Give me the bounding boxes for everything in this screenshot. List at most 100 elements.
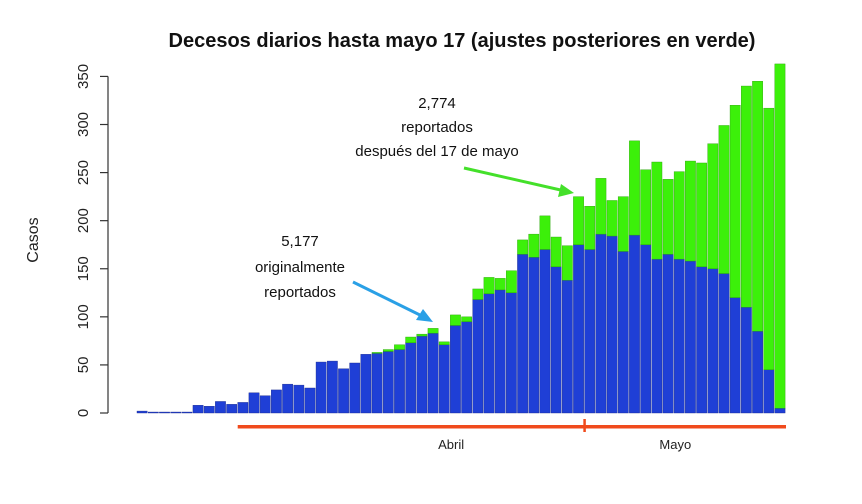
bar-adjusted bbox=[371, 352, 383, 354]
bar-original bbox=[494, 289, 506, 414]
annotation-original-line2: reportados bbox=[264, 284, 336, 301]
bar-original bbox=[136, 410, 148, 414]
month-bands: Abril Mayo bbox=[237, 419, 786, 452]
bar-adjusted bbox=[528, 233, 540, 258]
bar-adjusted bbox=[584, 206, 596, 250]
bar-adjusted bbox=[763, 107, 775, 370]
bar-original bbox=[450, 325, 461, 414]
annotation-original-arrow bbox=[352, 280, 427, 320]
bar-adjusted bbox=[494, 278, 506, 291]
bar-original bbox=[203, 406, 215, 414]
month-band-abril bbox=[237, 425, 585, 429]
bar-adjusted bbox=[595, 178, 607, 235]
bar-original bbox=[763, 369, 775, 414]
bar-adjusted bbox=[696, 162, 707, 268]
y-tick-label: 350 bbox=[75, 64, 92, 89]
bar-original bbox=[662, 254, 674, 414]
bar-adjusted bbox=[640, 169, 652, 245]
bar-adjusted bbox=[405, 336, 417, 344]
bar-original bbox=[729, 297, 741, 414]
bar-original bbox=[517, 254, 528, 414]
y-tick-label: 50 bbox=[75, 357, 92, 374]
chart-title: Decesos diarios hasta mayo 17 (ajustes p… bbox=[169, 30, 756, 52]
annotation-adjusted-arrowhead bbox=[558, 184, 574, 197]
bar-original bbox=[338, 368, 349, 414]
bar-original bbox=[181, 411, 193, 414]
bar-adjusted bbox=[685, 160, 696, 262]
bar-original bbox=[371, 353, 383, 414]
bar-original bbox=[472, 299, 484, 414]
bar-original bbox=[550, 266, 562, 414]
bar-original bbox=[528, 257, 540, 414]
bar-original bbox=[315, 361, 327, 414]
bar-original bbox=[170, 411, 182, 414]
bar-adjusted bbox=[562, 245, 573, 281]
annotation-original-value: 5,177 bbox=[281, 233, 319, 250]
bar-adjusted bbox=[427, 328, 439, 334]
bar-original bbox=[271, 389, 282, 414]
annotation-original-arrowhead bbox=[416, 309, 433, 322]
bar-original bbox=[483, 293, 495, 414]
bar-adjusted bbox=[729, 105, 741, 298]
y-tick-label: 150 bbox=[75, 256, 92, 281]
bar-original bbox=[606, 235, 618, 414]
y-tick-label: 0 bbox=[75, 409, 92, 417]
bar-adjusted bbox=[394, 344, 405, 350]
bar-original bbox=[147, 411, 159, 414]
bar-adjusted bbox=[662, 179, 674, 255]
bar-original bbox=[382, 351, 394, 414]
bar-original bbox=[640, 244, 652, 414]
y-axis: 0 50 100 150 200 250 300 350 bbox=[75, 64, 109, 417]
bar-original bbox=[741, 307, 752, 414]
bar-adjusted bbox=[617, 196, 629, 252]
bar-original bbox=[617, 251, 629, 414]
bar-original bbox=[673, 258, 685, 414]
bar-original bbox=[304, 387, 316, 414]
bar-adjusted bbox=[438, 341, 450, 345]
bar-adjusted bbox=[382, 349, 394, 352]
bar-original bbox=[259, 395, 271, 414]
y-tick-label: 200 bbox=[75, 208, 92, 233]
bar-original bbox=[327, 360, 338, 414]
bar-original bbox=[696, 266, 707, 414]
bar-adjusted bbox=[573, 196, 584, 245]
bar-original bbox=[774, 407, 786, 414]
annotation-adjusted: 2,774 reportados después del 17 de mayo bbox=[355, 95, 574, 197]
annotation-adjusted-line1: reportados bbox=[401, 119, 473, 136]
bar-original bbox=[651, 258, 663, 414]
bar-original bbox=[237, 402, 249, 414]
bar-original bbox=[282, 383, 293, 414]
annotation-original: 5,177 originalmente reportados bbox=[255, 233, 433, 322]
bar-original bbox=[584, 249, 596, 414]
bar-adjusted bbox=[707, 143, 719, 269]
bar-original bbox=[394, 349, 405, 414]
bar-original bbox=[293, 384, 305, 414]
bars bbox=[136, 63, 786, 414]
bar-original bbox=[248, 392, 260, 414]
annotation-original-line1: originalmente bbox=[255, 259, 345, 276]
bar-adjusted bbox=[416, 333, 428, 337]
month-band-mayo bbox=[584, 425, 786, 429]
bar-original bbox=[192, 405, 204, 414]
bar-original bbox=[416, 335, 428, 414]
bar-original bbox=[573, 244, 584, 414]
bar-original bbox=[405, 342, 417, 414]
bar-original bbox=[539, 249, 551, 414]
bar-original bbox=[752, 331, 763, 414]
bar-original bbox=[629, 234, 640, 414]
bar-adjusted bbox=[506, 270, 517, 293]
month-label-abril: Abril bbox=[438, 437, 464, 452]
bar-original bbox=[707, 268, 719, 414]
bar-original bbox=[595, 233, 607, 414]
y-tick-label: 100 bbox=[75, 304, 92, 329]
bar-adjusted bbox=[517, 239, 528, 255]
bar-adjusted bbox=[483, 277, 495, 294]
bar-adjusted bbox=[450, 314, 461, 326]
bar-original bbox=[685, 260, 696, 414]
y-tick-label: 300 bbox=[75, 112, 92, 137]
bar-adjusted bbox=[651, 161, 663, 260]
bar-adjusted bbox=[550, 236, 562, 268]
annotation-adjusted-line2: después del 17 de mayo bbox=[355, 143, 518, 160]
bar-original bbox=[461, 321, 472, 414]
